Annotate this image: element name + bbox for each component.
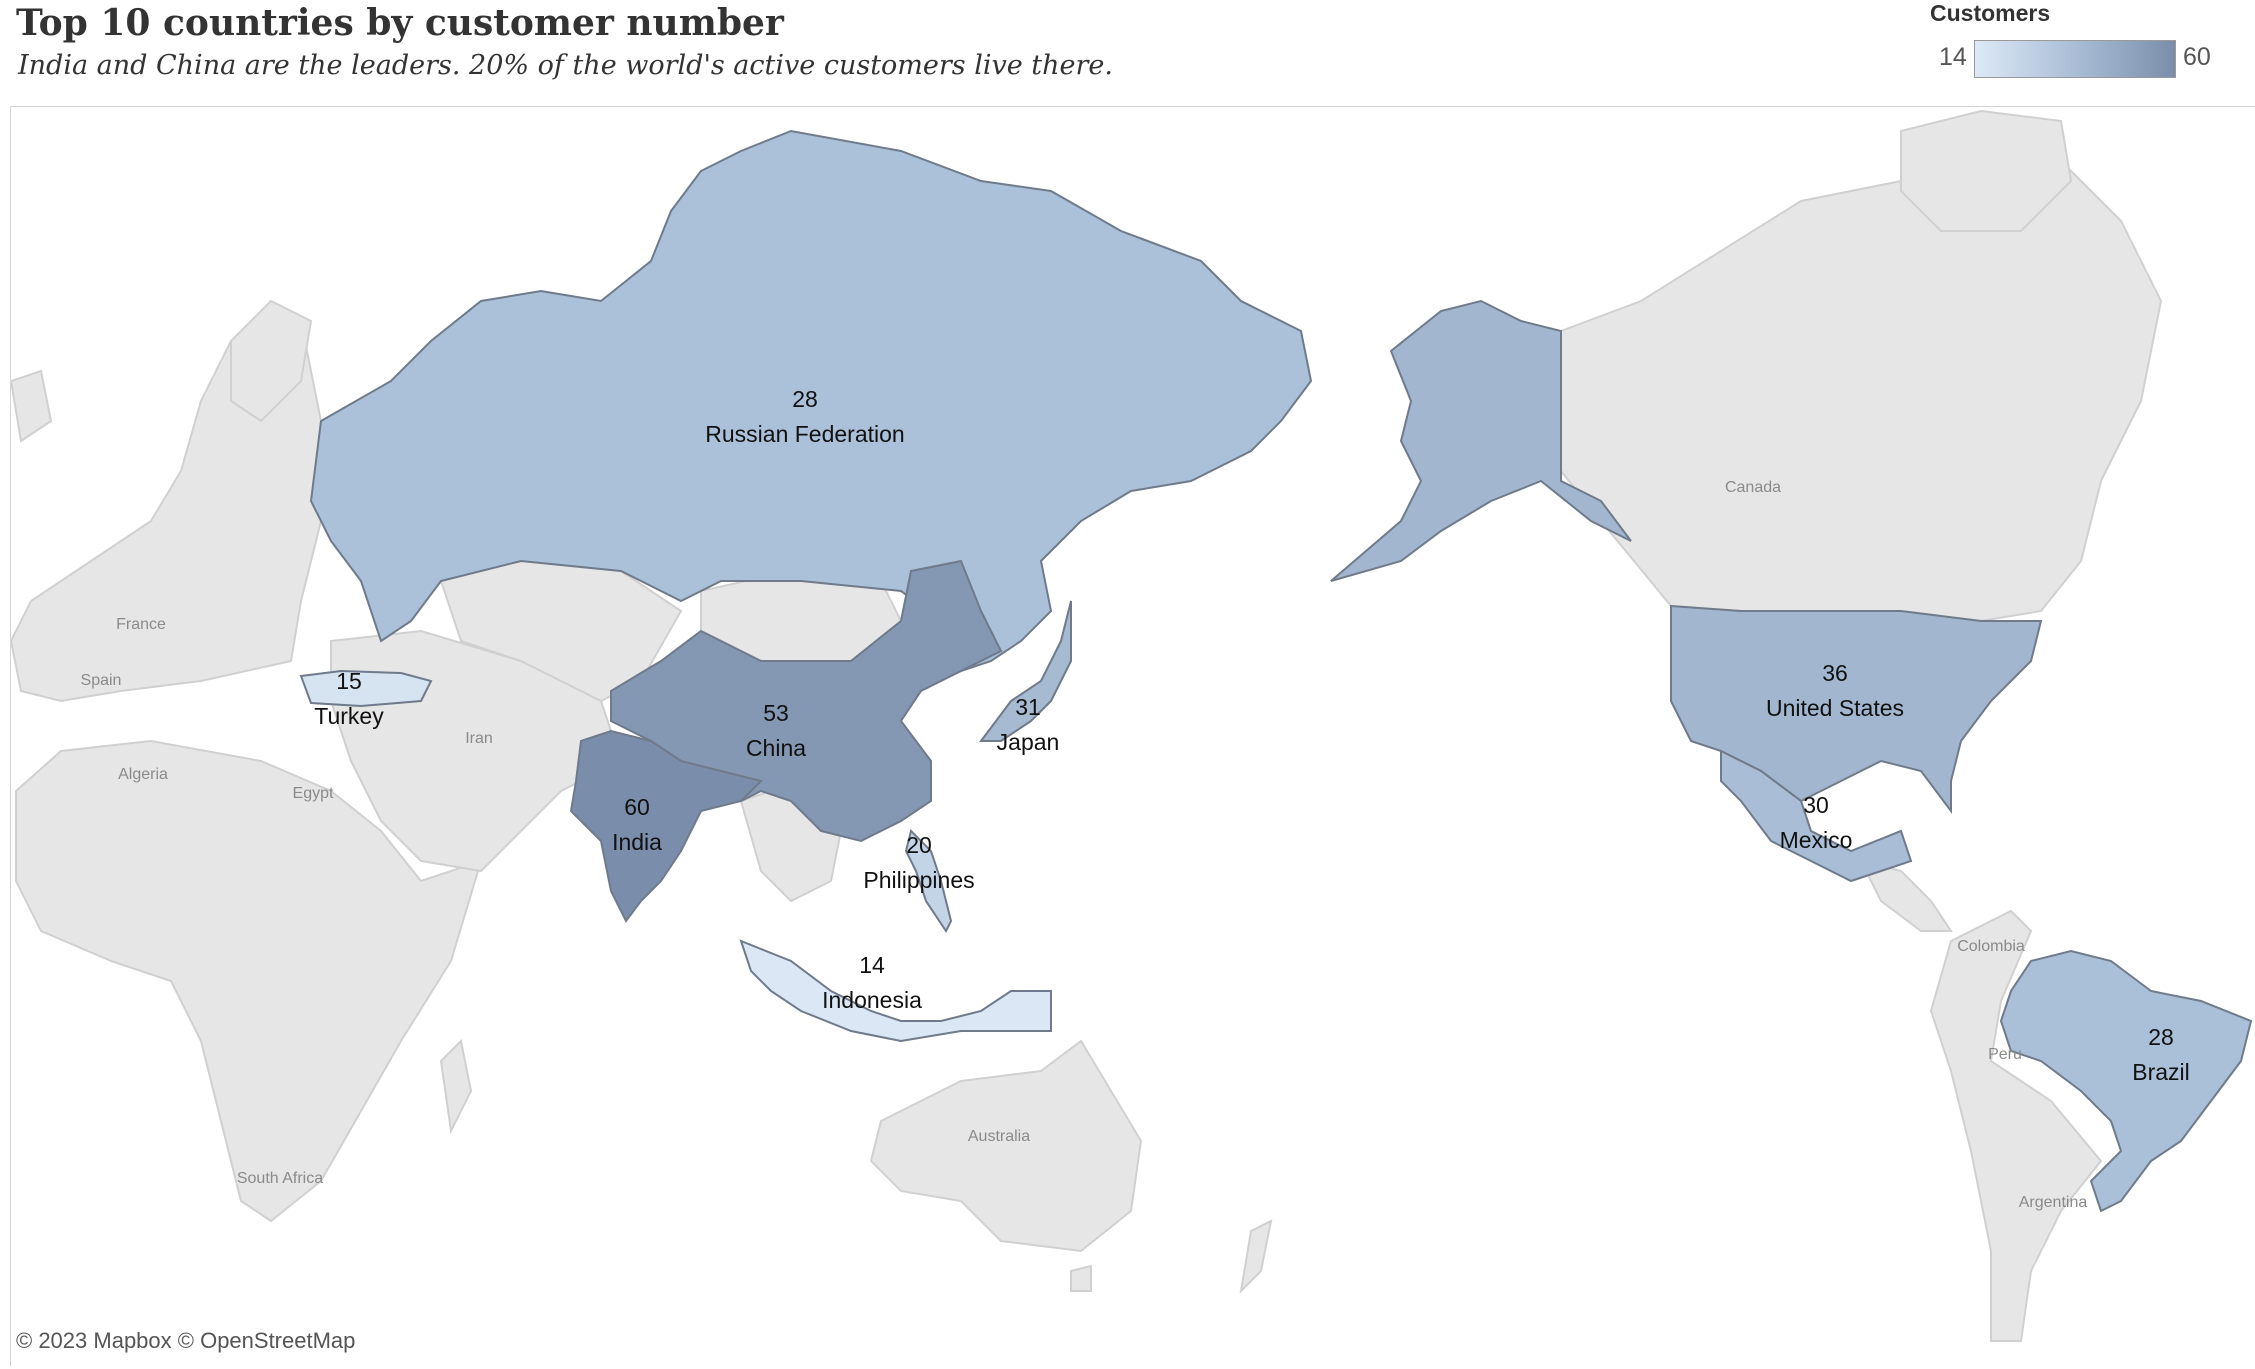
legend-min-value: 14 (1939, 43, 1967, 71)
land-south-america-west (1929, 909, 2103, 1342)
land-greenland (1900, 109, 2073, 232)
name-indonesia: Indonesia (822, 987, 922, 1013)
land-australia (869, 1039, 1143, 1253)
name-turkey: Turkey (314, 703, 384, 729)
value-russia: 28 (792, 386, 818, 412)
name-brazil: Brazil (2132, 1059, 2190, 1085)
value-turkey: 15 (336, 668, 362, 694)
name-japan: Japan (997, 729, 1060, 755)
land-new-zealand (1239, 1219, 1273, 1294)
land-madagascar (439, 1038, 473, 1135)
label-algeria: Algeria (118, 766, 168, 783)
name-india: India (612, 829, 662, 855)
label-colombia: Colombia (1957, 938, 2025, 955)
land-tasmania (1070, 1264, 1092, 1292)
name-russia: Russian Federation (705, 421, 904, 447)
land-africa (15, 739, 483, 1223)
legend-title: Customers (1930, 0, 2051, 26)
chart-title: Top 10 countries by customer number (16, 2, 784, 44)
country-labels: 28 Russian Federation 36 United States 3… (314, 386, 2189, 1085)
legend-max-value: 60 (2183, 43, 2211, 71)
value-usa: 36 (1822, 660, 1848, 686)
label-argentina: Argentina (2019, 1194, 2088, 1211)
label-peru: Peru (1988, 1046, 2022, 1063)
chart-subtitle: India and China are the leaders. 20% of … (18, 50, 1113, 81)
map-area[interactable]: Canada France Spain Algeria Egypt Iran A… (10, 106, 2255, 1366)
label-egypt: Egypt (293, 785, 334, 802)
country-shape-mexico[interactable] (1720, 749, 1913, 883)
value-japan: 31 (1015, 694, 1041, 720)
land-scandinavia (230, 299, 313, 423)
color-legend: Customers 14 60 (1920, 0, 2250, 90)
land-central-america (1859, 859, 1953, 932)
value-mexico: 30 (1803, 792, 1829, 818)
map-svg: Canada France Spain Algeria Egypt Iran A… (11, 109, 2253, 1342)
label-south-africa: South Africa (237, 1170, 323, 1187)
map-credits[interactable]: © 2023 Mapbox © OpenStreetMap (16, 1328, 356, 1353)
name-philippines: Philippines (863, 867, 974, 893)
value-india: 60 (624, 794, 650, 820)
country-shape-brazil[interactable] (1999, 949, 2253, 1213)
name-usa: United States (1766, 695, 1904, 721)
value-philippines: 20 (906, 832, 932, 858)
label-canada: Canada (1725, 479, 1781, 496)
country-shape-japan[interactable] (979, 600, 1072, 742)
label-france: France (116, 616, 166, 633)
land-uk (11, 369, 53, 443)
country-shape-philippines[interactable] (904, 829, 953, 933)
label-iran: Iran (465, 730, 493, 747)
country-shape-russia[interactable] (309, 129, 1313, 673)
country-shape-alaska[interactable] (1330, 299, 1632, 582)
name-mexico: Mexico (1780, 827, 1853, 853)
legend-gradient-bar (1974, 40, 2176, 78)
value-indonesia: 14 (859, 952, 885, 978)
base-labels: Canada France Spain Algeria Egypt Iran A… (81, 479, 2088, 1211)
land-canada (1560, 149, 2163, 623)
country-shape-turkey[interactable] (299, 669, 433, 708)
label-australia: Australia (968, 1128, 1030, 1145)
country-shape-india[interactable] (569, 729, 763, 923)
country-shape-indonesia[interactable] (739, 939, 1052, 1043)
value-brazil: 28 (2148, 1024, 2174, 1050)
name-china: China (746, 735, 806, 761)
value-china: 53 (763, 700, 789, 726)
label-spain: Spain (81, 672, 122, 689)
